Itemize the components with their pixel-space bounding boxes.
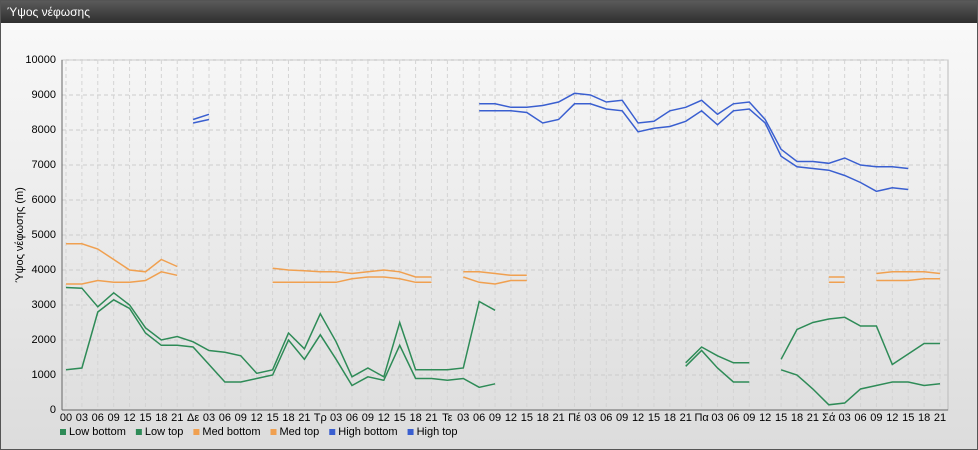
series-line bbox=[66, 243, 941, 278]
x-tick-label: 21 bbox=[552, 412, 564, 424]
x-tick-label: 09 bbox=[362, 412, 374, 424]
x-tick-label: 15 bbox=[521, 412, 533, 424]
legend-swatch bbox=[193, 429, 200, 435]
x-tick-label: 09 bbox=[489, 412, 501, 424]
x-tick-label: 18 bbox=[791, 412, 803, 424]
x-tick-label: 06 bbox=[92, 412, 104, 424]
y-tick-label: 9000 bbox=[32, 89, 56, 101]
x-tick-label: 21 bbox=[171, 412, 183, 424]
x-tick-label: 12 bbox=[759, 412, 771, 424]
y-tick-label: 1000 bbox=[32, 369, 56, 381]
x-tick-label: Σά bbox=[822, 412, 836, 424]
series-line bbox=[192, 103, 909, 193]
x-tick-label: 03 bbox=[584, 412, 596, 424]
x-tick-label: 18 bbox=[918, 412, 930, 424]
y-axis-label: Ύψος νέφωσης (m) bbox=[14, 187, 26, 283]
legend-swatch bbox=[60, 429, 66, 435]
x-tick-label: 18 bbox=[155, 412, 167, 424]
x-tick-label: 12 bbox=[632, 412, 644, 424]
y-tick-label: 3000 bbox=[32, 299, 56, 311]
y-tick-label: 5000 bbox=[32, 229, 56, 241]
x-tick-label: 18 bbox=[664, 412, 676, 424]
y-tick-label: 10000 bbox=[25, 54, 56, 66]
legend-label: Low top bbox=[145, 426, 184, 438]
y-tick-label: 2000 bbox=[32, 334, 56, 346]
y-tick-label: 7000 bbox=[32, 159, 56, 171]
x-tick-label: 03 bbox=[203, 412, 215, 424]
x-tick-label: 03 bbox=[839, 412, 851, 424]
x-tick-label: 18 bbox=[282, 412, 294, 424]
x-tick-label: 12 bbox=[378, 412, 390, 424]
x-tick-label: 12 bbox=[251, 412, 263, 424]
x-tick-label: 15 bbox=[648, 412, 660, 424]
legend-label: High bottom bbox=[338, 426, 397, 438]
series-line bbox=[65, 298, 941, 406]
x-tick-label: 21 bbox=[680, 412, 692, 424]
x-tick-label: 12 bbox=[886, 412, 898, 424]
x-tick-label: 09 bbox=[235, 412, 247, 424]
x-tick-label: 03 bbox=[330, 412, 342, 424]
x-tick-label: 15 bbox=[902, 412, 914, 424]
legend-label: Med top bbox=[280, 426, 320, 438]
y-tick-label: 6000 bbox=[32, 194, 56, 206]
x-tick-label: 15 bbox=[139, 412, 151, 424]
x-tick-label: 03 bbox=[76, 412, 88, 424]
x-tick-label: 06 bbox=[727, 412, 739, 424]
legend-swatch bbox=[329, 429, 336, 435]
x-tick-label: 21 bbox=[807, 412, 819, 424]
x-tick-label: 21 bbox=[298, 412, 310, 424]
x-tick-label: 15 bbox=[394, 412, 406, 424]
x-tick-label: 00 bbox=[60, 412, 72, 424]
x-tick-label: 21 bbox=[425, 412, 437, 424]
x-tick-label: Τρ bbox=[314, 412, 327, 424]
legend-swatch bbox=[270, 429, 277, 435]
x-tick-label: 12 bbox=[505, 412, 517, 424]
x-tick-label: 09 bbox=[108, 412, 120, 424]
x-tick-label: Τε bbox=[442, 412, 453, 424]
x-tick-label: 06 bbox=[473, 412, 485, 424]
series-line bbox=[65, 286, 940, 378]
x-tick-label: 09 bbox=[870, 412, 882, 424]
x-tick-label: 03 bbox=[457, 412, 469, 424]
y-tick-label: 8000 bbox=[32, 124, 56, 136]
x-tick-label: 09 bbox=[616, 412, 628, 424]
legend-swatch bbox=[135, 429, 142, 435]
y-tick-label: 4000 bbox=[32, 264, 56, 276]
x-tick-label: Πα bbox=[694, 412, 709, 424]
y-tick-label: 0 bbox=[50, 404, 56, 416]
x-tick-label: 18 bbox=[537, 412, 549, 424]
x-tick-label: 15 bbox=[775, 412, 787, 424]
legend-label: Med bottom bbox=[202, 426, 260, 438]
x-tick-label: 21 bbox=[934, 412, 946, 424]
series-line bbox=[66, 271, 940, 285]
legend-swatch bbox=[407, 429, 414, 435]
legend-label: High top bbox=[417, 426, 458, 438]
chart: Ύψος νέφωσης (m) 0 1000 2000 3000 4000 5000 60… bbox=[14, 54, 949, 438]
legend-label: Low bottom bbox=[69, 426, 126, 438]
series-line bbox=[192, 92, 909, 170]
x-tick-label: Πέ bbox=[568, 412, 581, 424]
x-tick-label: 06 bbox=[346, 412, 358, 424]
x-tick-label: 18 bbox=[409, 412, 421, 424]
x-tick-label: 12 bbox=[123, 412, 135, 424]
x-tick-label: Δε bbox=[187, 412, 199, 424]
x-tick-label: 06 bbox=[219, 412, 231, 424]
x-tick-label: 15 bbox=[266, 412, 278, 424]
x-tick-label: 09 bbox=[743, 412, 755, 424]
x-tick-label: 06 bbox=[854, 412, 866, 424]
x-tick-label: 06 bbox=[600, 412, 612, 424]
x-tick-label: 03 bbox=[711, 412, 723, 424]
window-title: Ύψος νέφωσης bbox=[1, 1, 977, 23]
